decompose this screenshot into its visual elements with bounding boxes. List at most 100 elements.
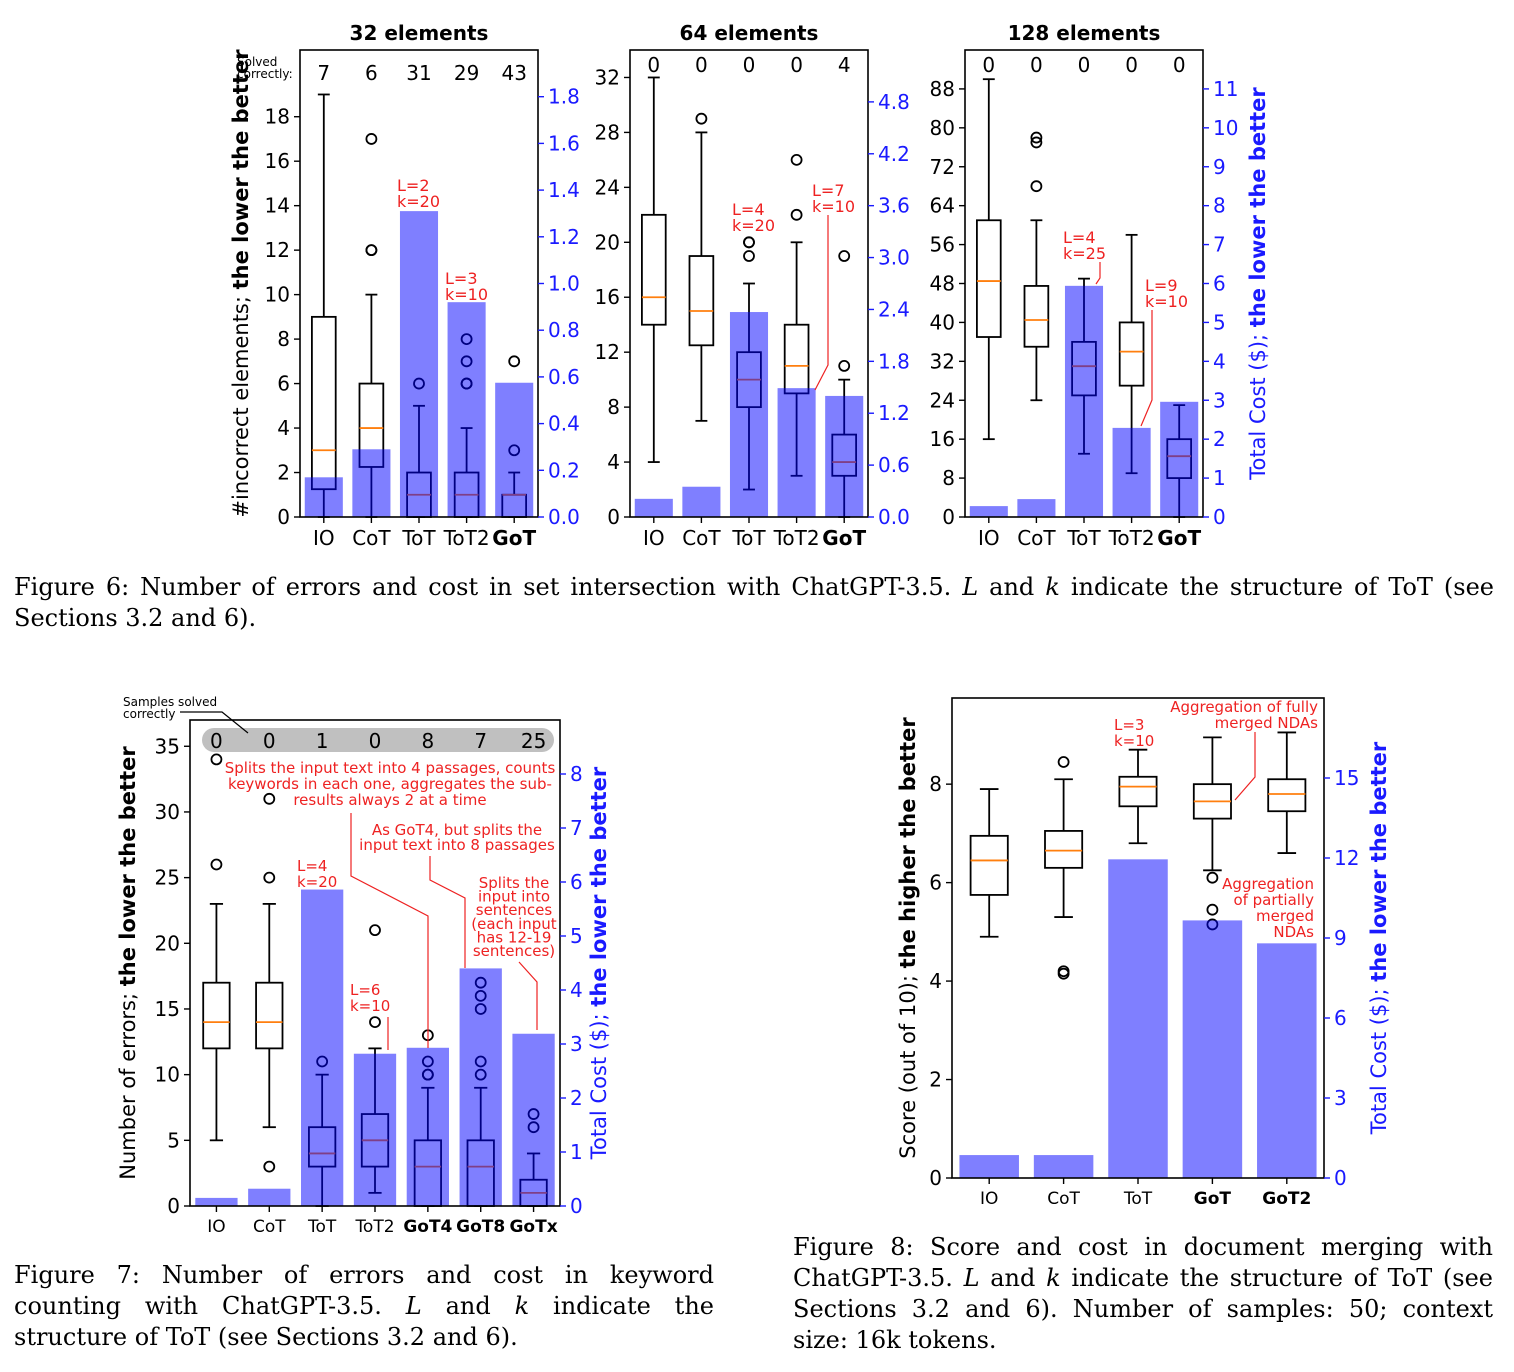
chart-fig6a: 32 elements 0 2 4 6 8 10 12 14 16 18 0.0 0.2 0.4 0.6 0.… <box>229 21 580 550</box>
outlier-point <box>743 236 755 249</box>
outlier-point <box>365 133 378 145</box>
y-tick-label: 14 <box>265 194 290 218</box>
outlier-point <box>365 244 378 257</box>
cost-bar-GoT <box>1160 401 1199 517</box>
cost-bar-ToT <box>729 312 769 517</box>
y-tick-label: 16 <box>595 285 620 309</box>
x-tick-label: ToT2 <box>773 526 820 550</box>
annotation-text: k=25 <box>1063 244 1106 263</box>
annotation-text: of partially <box>1233 891 1314 909</box>
y2-axis-label-text: Total Cost ($); <box>1246 327 1270 481</box>
x-tick-label: ToT <box>731 526 766 550</box>
annotation-text: k=20 <box>297 873 337 891</box>
cost-bar-IO <box>634 498 673 517</box>
cost-bar-ToT <box>1064 285 1104 517</box>
y-tick-label: 20 <box>595 230 620 254</box>
cost-bar-ToT2 <box>353 1053 397 1206</box>
y-tick-label: 4 <box>929 969 942 993</box>
cost-bar-ToT2 <box>447 302 486 517</box>
outlier-point <box>263 871 276 884</box>
box <box>783 323 810 395</box>
y2-tick-label: 2.4 <box>878 297 910 321</box>
annotation-line <box>1140 310 1153 427</box>
y-tick-label: 8 <box>942 466 955 490</box>
y2-tick-label: 12 <box>1334 846 1359 870</box>
boxplot-IO <box>310 93 337 518</box>
solved-leader-line <box>180 711 249 734</box>
outlier-point <box>1206 903 1219 916</box>
annotation-text: L=9 <box>1145 276 1178 295</box>
caption-segment: and <box>978 573 1046 601</box>
cost-bar-ToT <box>399 211 439 518</box>
boxplot-CoT <box>688 112 715 422</box>
y2-tick-label: 7 <box>570 816 583 840</box>
chart-fig6b: 64 elements 0 4 8 12 16 20 24 28 32 0.0 0.6 1.2 1.8 2.… <box>595 21 910 550</box>
y-tick-label: 4 <box>277 416 290 440</box>
y-tick-label: 10 <box>155 1063 180 1087</box>
box <box>976 219 1002 338</box>
y-axis-label-bold-text: the higher the better <box>896 717 920 969</box>
y-tick-label: 8 <box>607 395 620 419</box>
outlier-point <box>838 250 851 262</box>
y2-tick-label: 3 <box>570 1032 583 1056</box>
y-tick-label: 6 <box>277 372 290 396</box>
box <box>1118 775 1158 808</box>
y2-tick-label: 6 <box>570 870 583 894</box>
y2-axis-label: Total Cost ($); the lower the better <box>587 766 611 1160</box>
y2-tick-label: 0.6 <box>878 453 910 477</box>
y2-axis-label: Total Cost ($); the lower the better <box>1246 87 1270 481</box>
y2-tick-label: 0.0 <box>878 505 910 529</box>
y2-tick-label: 1.8 <box>878 349 910 373</box>
solved-count: 0 <box>695 53 708 77</box>
solved-label: Solved <box>237 55 277 69</box>
y2-tick-label: 1.8 <box>548 85 580 109</box>
cost-bar-ToT2 <box>1112 427 1151 517</box>
solved-count: 0 <box>210 729 223 753</box>
annotation-text: L=7 <box>812 181 845 200</box>
y2-tick-label: 5 <box>1213 310 1226 334</box>
y-tick-label: 2 <box>277 461 290 485</box>
cost-bar-GoT <box>495 382 534 517</box>
y-axis-label-text: #incorrect elements; <box>229 289 253 517</box>
y-tick-label: 10 <box>265 283 290 307</box>
annotation-text: k=20 <box>397 192 440 211</box>
annotation-text: L=3 <box>1114 716 1144 734</box>
y-tick-label: 0 <box>942 505 955 529</box>
caption-segment: and <box>421 1292 515 1320</box>
x-tick-label: CoT <box>1047 1189 1080 1209</box>
annotation-text: L=2 <box>397 176 430 195</box>
x-tick-label: ToT <box>401 526 436 550</box>
y2-tick-label: 0 <box>1334 1166 1347 1190</box>
x-tick-label: CoT <box>253 1217 286 1237</box>
x-tick-label: GoTx <box>509 1217 557 1237</box>
y-tick-label: 8 <box>929 772 942 796</box>
annotation-text: merged NDAs <box>1215 714 1319 732</box>
y-tick-label: 88 <box>930 77 955 101</box>
annotation-text: k=10 <box>812 197 855 216</box>
x-tick-label: IO <box>643 526 665 550</box>
x-tick-label: ToT2 <box>354 1217 394 1237</box>
chart-fig8: 0 2 4 6 8 0 3 6 9 12 15 IO CoT ToT GoT GoT2 Score (out o… <box>896 697 1391 1209</box>
y2-axis-label: Total Cost ($); the lower the better <box>1367 741 1391 1135</box>
annotation-text: k=10 <box>1114 732 1154 750</box>
solved-count: 8 <box>421 729 434 753</box>
outlier-point <box>790 208 803 221</box>
y-axis-label: Score (out of 10); the higher the better <box>896 717 920 1159</box>
x-tick-label: GoT <box>1157 526 1201 550</box>
solved-count: 29 <box>454 61 479 85</box>
y2-axis-label-bold-text: the lower the better <box>1246 87 1270 328</box>
annotation-line <box>350 813 429 1048</box>
cost-bar-CoT <box>352 449 391 517</box>
box <box>641 213 667 326</box>
cost-bar-GoT <box>1182 920 1243 1178</box>
y2-tick-label: 0.6 <box>548 365 580 389</box>
y-tick-label: 2 <box>929 1068 942 1092</box>
annotation-text: As GoT4, but splits the <box>372 821 542 839</box>
x-tick-label: CoT <box>1017 526 1056 550</box>
y2-tick-label: 3 <box>1334 1086 1347 1110</box>
annotation-text: L=4 <box>1063 228 1096 247</box>
cost-bar-CoT <box>682 486 721 517</box>
box <box>255 981 284 1050</box>
